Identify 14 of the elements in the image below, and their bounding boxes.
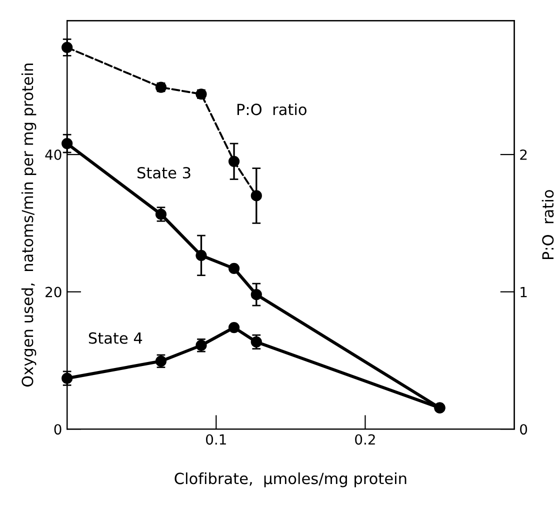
x-tick-label: 0.2	[355, 434, 375, 445]
series-label: State 3	[138, 166, 190, 179]
y2-axis-title: P:O ratio	[542, 190, 554, 260]
y-axis-title: Oxygen used, natoms/min per mg protein	[21, 64, 36, 387]
y2-tick-label: 1	[520, 286, 527, 298]
x-tick-label: 0.1	[206, 434, 226, 445]
y-tick-label: 20	[46, 286, 62, 298]
series-label: P:O ratio	[237, 103, 306, 116]
y-tick-label: 0	[54, 424, 62, 435]
y-tick-label: 40	[45, 150, 62, 160]
y2-tick-label: 2	[520, 150, 527, 160]
y2-tick-label: 0	[520, 424, 528, 435]
x-axis-title: Clofibrate, μmoles/mg protein	[174, 472, 406, 488]
series-label: State 4	[88, 332, 142, 344]
